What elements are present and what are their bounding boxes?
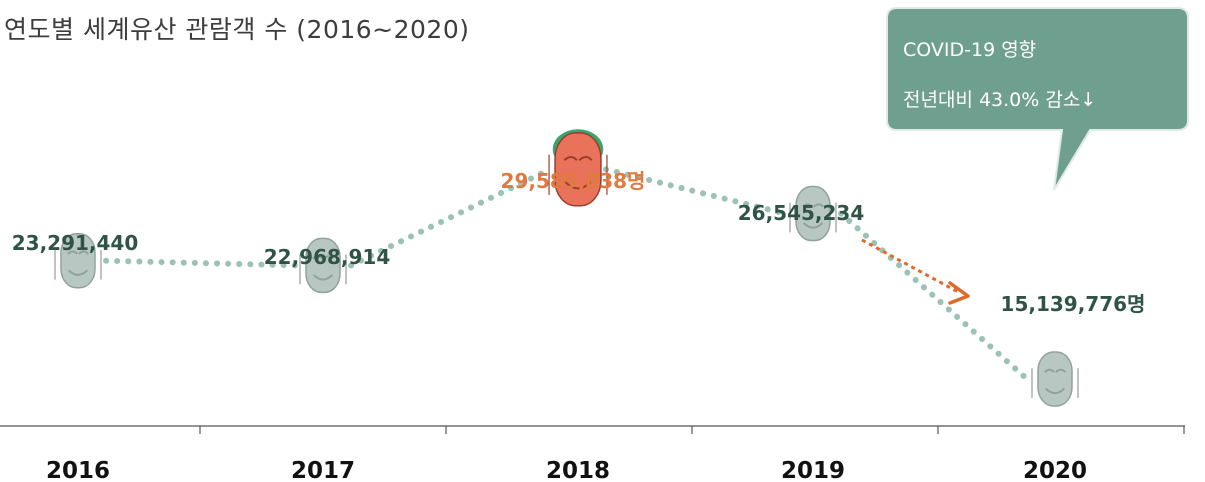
x-axis: 2016 2017 2018 2019 2020 <box>0 425 1185 482</box>
decline-arrow <box>861 238 970 305</box>
data-label: 23,291,440 <box>12 231 139 255</box>
x-tick-label: 2019 <box>781 458 845 482</box>
mask-face <box>1037 351 1073 407</box>
callout-bubble <box>886 7 1189 191</box>
data-label: 22,968,914 <box>264 245 391 269</box>
callout-line-1: COVID-19 영향 <box>903 39 1036 61</box>
data-label: 29,589,838명 <box>501 169 646 193</box>
series-segment <box>838 210 1030 382</box>
series-line <box>103 166 1030 382</box>
mask-face <box>60 232 96 289</box>
mask-face <box>305 237 341 294</box>
series-segment <box>603 166 788 217</box>
mask-face <box>554 132 602 207</box>
mask-face <box>795 185 831 242</box>
mask-mouth <box>67 269 89 276</box>
mask-mouth <box>802 222 824 229</box>
mask-mouth <box>1044 387 1066 395</box>
data-label: 15,139,776명 <box>1001 292 1146 316</box>
data-label: 26,545,234 <box>738 201 865 225</box>
mask-markers <box>54 129 1079 407</box>
mask-marker <box>299 237 347 294</box>
mask-marker <box>54 232 102 289</box>
series-segment <box>103 257 298 269</box>
x-tick-label: 2020 <box>1023 458 1087 482</box>
decline-arrow-head <box>948 281 970 305</box>
mask-eyes <box>563 155 593 161</box>
covid-callout: COVID-19 영향 전년대비 43.0% 감소↓ <box>886 7 1189 191</box>
mask-eyes <box>1044 368 1066 373</box>
mask-marker <box>789 185 837 242</box>
chart-title: 연도별 세계유산 관람객 수 (2016~2020) <box>4 15 470 44</box>
mask-mouth <box>564 181 592 190</box>
decline-arrow-line <box>861 238 961 295</box>
x-tick-label: 2017 <box>291 458 355 482</box>
value-labels: 23,291,440 22,968,914 29,589,838명 26,545,23… <box>12 169 1146 316</box>
callout-line-2: 전년대비 43.0% 감소↓ <box>903 89 1096 111</box>
series-segment <box>348 166 553 269</box>
x-tick-label: 2018 <box>546 458 610 482</box>
mask-mouth <box>312 274 334 281</box>
mask-eyes <box>802 203 824 208</box>
mask-eyes <box>67 250 89 255</box>
mask-marker <box>1031 351 1079 407</box>
mask-eyes <box>312 255 334 260</box>
mask-marker-peak <box>548 129 608 207</box>
x-tick-label: 2016 <box>46 458 110 482</box>
